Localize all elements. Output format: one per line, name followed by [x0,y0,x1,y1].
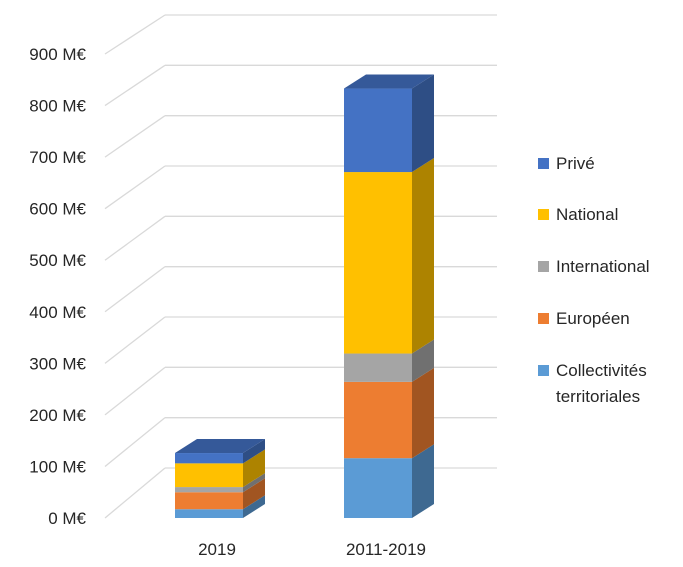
bar-2011-2019 [344,74,434,518]
legend-label-international: International [556,257,650,276]
bar-segment-2019-national-front [175,463,243,488]
y-tick-label: 600 M€ [29,200,86,219]
bar-segment-2019-collectivites-territoriales-side [243,495,265,518]
bar-segment-2019-international-side [243,473,265,493]
bar-segment-2011-2019-international-side [412,339,434,382]
bar-segment-2011-2019-prive-side [412,74,434,173]
y-tick-label: 500 M€ [29,251,86,270]
bar-segment-2011-2019-national-front [344,172,412,354]
bar-segment-2019-europeen-front [175,492,243,510]
bar-segment-2011-2019-europeen-front [344,381,412,459]
gridline-diagonal [104,215,166,261]
legend-label-line: Privé [556,154,595,173]
gridline-diagonal [104,316,166,364]
bar-segment-2011-2019-collectivites-territoriales-side [412,444,434,518]
bar-segment-2011-2019-europeen [344,367,434,459]
gridline-diagonal [104,64,166,107]
bar-segment-2019-collectivites-territoriales-front [175,509,243,518]
y-tick-label: 800 M€ [29,97,86,116]
gridline-hidden [105,2,165,15]
legend-label-line: territoriales [556,387,640,406]
gridline-diagonal [104,417,166,467]
gridline-diagonal [104,115,166,158]
legend-label-line: International [556,257,650,276]
bar-segment-2011-2019-prive-front [344,88,412,173]
bar-top-2019 [175,439,265,454]
x-axis-labels: 2019 2011-2019 [198,540,426,559]
bar-segment-2011-2019-international [344,339,434,382]
legend-swatch-international [538,261,549,272]
bar-segment-2019-prive-side [243,439,265,464]
y-tick-label: 900 M€ [29,45,86,64]
legend-label-line: Européen [556,309,630,328]
x-tick-label-2011-2019: 2011-2019 [346,540,426,559]
y-tick-label: 0 M€ [48,509,86,528]
gridline-diagonal [104,467,166,519]
bar-segment-2019-europeen [175,478,265,510]
gridline-diagonal [104,165,166,210]
bar-segment-2019-europeen-side [243,478,265,510]
legend-item-international: International [538,257,650,276]
legend-label-europeen: Européen [556,309,630,328]
legend-item-collectivites-territoriales: Collectivités territoriales [538,361,647,406]
bar-segment-2011-2019-europeen-side [412,367,434,459]
y-tick-label: 200 M€ [29,406,86,425]
legend-label-national: National [556,205,618,224]
bar-segment-2019-prive-front [175,453,243,464]
legend-swatch-prive [538,158,549,169]
legend-swatch-national [538,209,549,220]
bar-segment-2011-2019-national [344,158,434,354]
bar-segment-2019-collectivites-territoriales [175,495,265,518]
gridline-diagonal [104,14,166,55]
bar-segment-2019-national-side [243,449,265,488]
legend-item-europeen: Européen [538,309,630,328]
bar-segment-2019-prive [175,439,265,464]
bar-segment-2011-2019-international-front [344,353,412,382]
bar-top-2011-2019 [344,74,434,89]
legend-item-prive: Privé [538,154,595,173]
bar-segment-2011-2019-collectivites-territoriales-front [344,458,412,518]
bar-segment-2019-international-front [175,487,243,493]
y-tick-label: 700 M€ [29,148,86,167]
bar-segment-2011-2019-national-side [412,158,434,354]
legend-label-line: Collectivités [556,361,647,380]
bar-segment-2011-2019-prive [344,74,434,173]
gridlines [104,2,497,519]
legend-label-prive: Privé [556,154,595,173]
y-axis-ticks: 0 M€ 100 M€ 200 M€ 300 M€ 400 M€ 500 M€ 600 M€… [29,45,86,528]
bar-segment-2019-international [175,473,265,493]
gridline-diagonal [104,366,166,416]
legend-swatch-europeen [538,313,549,324]
legend-swatch-collectivites-territoriales [538,365,549,376]
bar-2019 [175,439,265,518]
legend-label-line: National [556,205,618,224]
bars [175,74,434,518]
legend-item-national: National [538,205,618,224]
legend-label-collectivites-territoriales: Collectivités territoriales [556,361,647,406]
gridline-diagonal [104,266,166,313]
y-tick-label: 300 M€ [29,354,86,373]
y-tick-label: 400 M€ [29,303,86,322]
bar-segment-2011-2019-collectivites-territoriales [344,444,434,518]
bar-segment-2019-national [175,449,265,488]
y-tick-label: 100 M€ [29,457,86,476]
legend: Privé National International Européen Collec… [538,154,650,406]
x-tick-label-2019: 2019 [198,540,236,559]
